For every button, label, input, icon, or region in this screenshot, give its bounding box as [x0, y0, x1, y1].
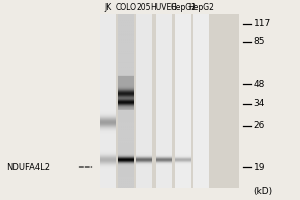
Text: HepG2: HepG2: [188, 3, 214, 12]
Text: 26: 26: [254, 121, 265, 130]
Text: HUVEC: HUVEC: [150, 3, 177, 12]
Bar: [136, 14, 152, 188]
Text: 205: 205: [137, 3, 151, 12]
Bar: [118, 14, 134, 188]
Text: 34: 34: [254, 99, 265, 108]
Text: 117: 117: [254, 20, 271, 28]
Bar: [100, 14, 238, 188]
Text: HepG2: HepG2: [170, 3, 196, 12]
Bar: [156, 14, 171, 188]
Text: 85: 85: [254, 38, 265, 46]
Text: COLO: COLO: [116, 3, 136, 12]
Text: (kD): (kD): [254, 187, 273, 196]
Text: 19: 19: [254, 162, 265, 171]
Text: 48: 48: [254, 80, 265, 88]
Text: JK: JK: [104, 3, 112, 12]
Bar: [100, 14, 116, 188]
Text: NDUFA4L2: NDUFA4L2: [6, 162, 50, 171]
Bar: [175, 14, 191, 188]
Bar: [193, 14, 209, 188]
